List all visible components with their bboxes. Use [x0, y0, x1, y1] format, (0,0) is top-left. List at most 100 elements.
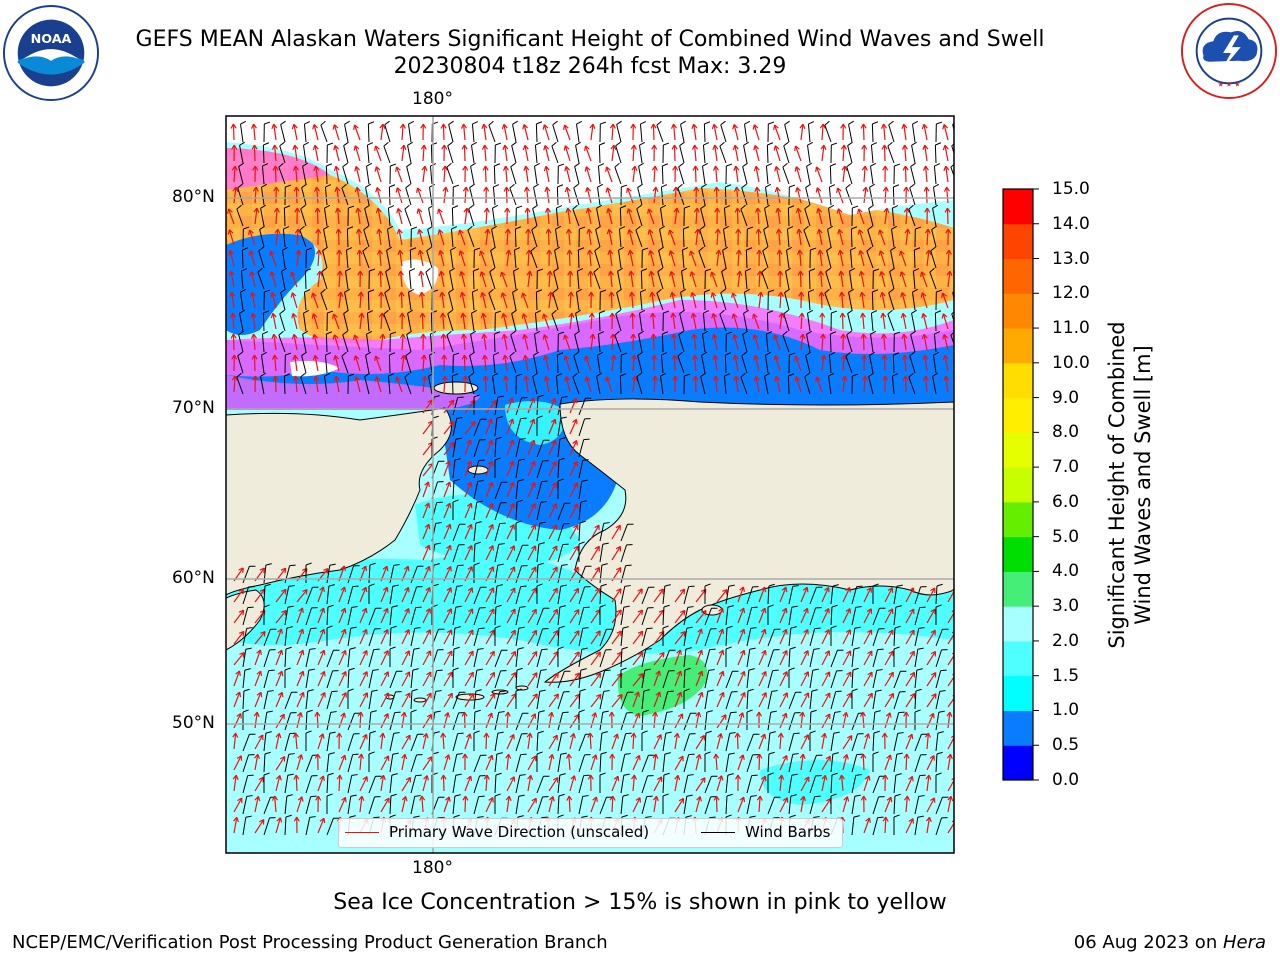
- wind-barb: [784, 124, 790, 143]
- wave-direction-arrow: [711, 292, 718, 309]
- wave-arrow-head: [905, 186, 910, 192]
- wave-arrow-head: [760, 291, 764, 297]
- wind-barb: [509, 355, 517, 374]
- wind-barb-flag: [494, 163, 501, 167]
- wind-barb-flag: [766, 163, 773, 167]
- wind-barb: [806, 145, 811, 164]
- wave-arrow-head: [785, 587, 788, 593]
- wave-direction-arrow: [884, 650, 894, 666]
- wind-barb: [594, 250, 601, 269]
- wave-arrow-head: [867, 650, 873, 655]
- wind-barb-flag: [593, 267, 599, 273]
- wind-barb-flag: [511, 141, 517, 146]
- wind-barb-flag: [687, 606, 694, 608]
- wind-barb: [491, 376, 496, 395]
- wind-barb: [830, 712, 836, 731]
- wind-barb-flag: [828, 372, 835, 377]
- wave-direction-arrow: [736, 187, 739, 204]
- wave-arrow-head: [565, 376, 571, 381]
- wave-arrow-head: [737, 774, 742, 780]
- wave-arrow-head: [568, 753, 572, 759]
- wind-barb: [662, 691, 669, 710]
- wind-barb: [512, 292, 517, 311]
- wave-arrow-head: [448, 796, 451, 802]
- wind-barb: [957, 692, 963, 709]
- wave-direction-arrow: [230, 271, 235, 288]
- wave-arrow-head: [274, 375, 279, 381]
- wave-direction-arrow: [420, 271, 424, 288]
- wave-arrow-head: [825, 798, 831, 802]
- wave-arrow-head: [317, 795, 322, 801]
- wind-barb: [914, 649, 919, 668]
- wave-arrow-head: [947, 795, 952, 801]
- wind-barb-flag: [894, 163, 901, 167]
- wind-barb-flag: [304, 121, 311, 125]
- wave-arrow-head: [466, 207, 470, 213]
- wind-barb-flag: [387, 225, 394, 230]
- wave-direction-arrow: [294, 355, 298, 372]
- wind-barb: [301, 355, 307, 374]
- wave-arrow-head: [588, 228, 593, 234]
- wind-barb-flag: [618, 246, 625, 251]
- wind-barb: [662, 754, 666, 773]
- wave-direction-arrow: [543, 124, 550, 141]
- wave-arrow-head: [313, 165, 317, 172]
- wind-barb: [557, 397, 563, 416]
- wind-barb: [530, 250, 538, 269]
- wave-direction-arrow: [503, 124, 508, 141]
- wind-barb-flag: [560, 752, 567, 755]
- wave-arrow-head: [628, 291, 633, 297]
- wind-barb: [887, 313, 895, 332]
- wind-barb: [304, 270, 307, 290]
- wind-barb: [283, 375, 286, 395]
- wave-arrow-head: [613, 775, 619, 780]
- wind-barb: [236, 208, 244, 227]
- wind-barb-flag: [287, 605, 294, 608]
- wave-arrow-head: [761, 649, 766, 654]
- wind-barb-flag: [453, 478, 460, 482]
- wind-barb: [722, 250, 727, 269]
- wave-arrow-head: [567, 270, 571, 276]
- wave-arrow-head: [732, 124, 735, 130]
- chart-subtitle: 20230804 t18z 264h fcst Max: 3.29: [393, 54, 787, 79]
- wind-barb-flag: [792, 585, 799, 587]
- wave-arrow-head: [464, 165, 469, 171]
- wind-barb-flag: [582, 795, 589, 797]
- wave-arrow-head: [322, 733, 325, 739]
- wave-arrow-head: [861, 291, 866, 297]
- wind-barb-flag: [265, 731, 272, 734]
- wind-barb: [342, 166, 349, 185]
- wave-arrow-head: [232, 123, 237, 129]
- wave-arrow-head: [699, 796, 703, 802]
- wind-barb: [935, 691, 941, 710]
- wave-direction-arrow: [275, 207, 278, 225]
- wind-barb: [557, 691, 565, 710]
- wave-direction-arrow: [674, 798, 684, 813]
- wave-arrow-head: [397, 208, 403, 213]
- wind-barb-flag: [846, 162, 852, 168]
- wave-direction-arrow: [779, 629, 788, 645]
- wind-barb: [641, 711, 644, 731]
- sea-ice-edge-pink: [226, 300, 954, 377]
- wave-arrow-head: [568, 795, 573, 801]
- wind-barb: [515, 775, 521, 794]
- wind-barb-flag: [390, 625, 397, 629]
- wind-barb: [515, 628, 520, 647]
- wave-arrow-head: [505, 753, 510, 759]
- wave-direction-arrow: [884, 587, 893, 603]
- wave-arrow-head: [445, 186, 449, 192]
- wind-barb-flag: [446, 162, 452, 168]
- wave-arrow-head: [712, 354, 716, 361]
- wind-barb: [620, 733, 627, 752]
- wave-arrow-head: [317, 228, 322, 234]
- wind-barb: [261, 334, 265, 353]
- wave-direction-arrow: [527, 461, 536, 477]
- wave-arrow-head: [500, 292, 503, 298]
- wave-direction-arrow: [568, 795, 571, 813]
- wave-arrow-head: [754, 145, 760, 150]
- wave-direction-arrow: [233, 165, 236, 183]
- wind-barb: [788, 586, 794, 605]
- wave-arrow-head: [862, 186, 867, 192]
- wave-arrow-head: [565, 228, 570, 234]
- wave-arrow-head: [357, 207, 362, 213]
